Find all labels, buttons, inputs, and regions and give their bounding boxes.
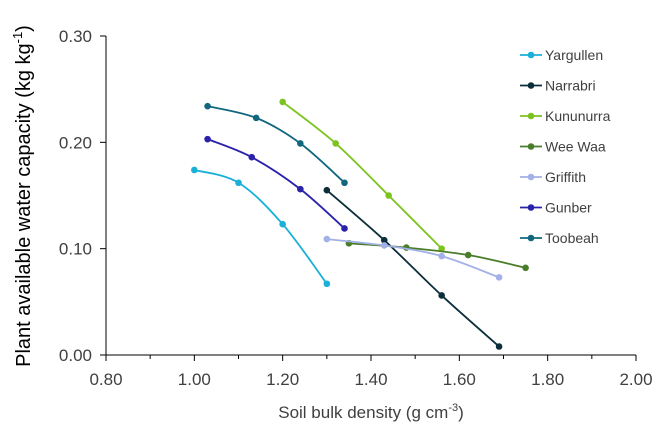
y-axis-label-end: ) bbox=[13, 25, 35, 32]
data-point bbox=[204, 135, 211, 143]
y-tick-label: 0.10 bbox=[59, 240, 92, 259]
legend-marker bbox=[527, 143, 535, 150]
data-point bbox=[522, 264, 529, 272]
x-axis-label-end: ) bbox=[458, 403, 464, 422]
series-yargullen bbox=[191, 166, 331, 288]
x-tick-label: 1.80 bbox=[531, 370, 564, 389]
series-narrabri bbox=[323, 186, 503, 350]
y-axis-label: Plant available water capacity (kg kg-1) bbox=[10, 25, 35, 367]
series-griffith bbox=[323, 235, 503, 281]
series-gunber bbox=[204, 135, 348, 232]
data-point bbox=[323, 235, 331, 243]
x-tick-label: 1.00 bbox=[178, 370, 211, 389]
data-point bbox=[279, 98, 286, 106]
data-point bbox=[252, 114, 260, 122]
data-point bbox=[248, 153, 256, 161]
series-line bbox=[326, 189, 500, 348]
data-point bbox=[235, 179, 242, 187]
legend-item: Griffith bbox=[520, 169, 586, 185]
series-line bbox=[207, 138, 346, 230]
legend: Yargullen Narrabri Kununurra Wee Waa Griffit… bbox=[520, 47, 611, 246]
legend-item: Yargullen bbox=[520, 47, 603, 63]
x-axis-label-sup: -3 bbox=[448, 402, 458, 414]
y-tick-label: 0.30 bbox=[59, 27, 92, 46]
x-tick-label: 1.60 bbox=[443, 370, 476, 389]
legend-label: Narrabri bbox=[545, 78, 596, 94]
data-point bbox=[495, 343, 503, 350]
data-point bbox=[464, 251, 472, 259]
legend-marker bbox=[527, 173, 535, 181]
legend-label: Wee Waa bbox=[545, 139, 606, 155]
legend-item: Narrabri bbox=[520, 78, 596, 94]
data-point bbox=[279, 220, 286, 228]
data-point bbox=[438, 292, 445, 299]
series-line bbox=[207, 105, 346, 184]
legend-label: Kununurra bbox=[545, 108, 611, 124]
data-point bbox=[297, 140, 304, 147]
x-tick-label: 1.20 bbox=[266, 370, 299, 389]
x-tick-label: 1.40 bbox=[354, 370, 387, 389]
legend-item: Kununurra bbox=[520, 108, 611, 124]
legend-marker bbox=[527, 112, 535, 120]
legend-label: Griffith bbox=[545, 169, 586, 185]
series-line bbox=[348, 242, 526, 269]
legend-item: Gunber bbox=[520, 200, 592, 216]
x-tick-label: 0.80 bbox=[89, 370, 122, 389]
data-point bbox=[341, 225, 348, 232]
series-line bbox=[326, 238, 500, 279]
series-line bbox=[282, 101, 443, 250]
legend-marker bbox=[527, 82, 535, 89]
legend-marker bbox=[527, 234, 535, 242]
data-point bbox=[341, 179, 348, 187]
y-tick-label: 0.00 bbox=[59, 346, 92, 365]
y-axis-label-sup: -1 bbox=[10, 32, 25, 44]
data-point bbox=[297, 185, 304, 193]
data-point bbox=[332, 140, 339, 147]
y-axis-label-main: Plant available water capacity (kg kg bbox=[13, 43, 35, 367]
data-point bbox=[323, 186, 331, 194]
data-point bbox=[495, 274, 503, 281]
data-point bbox=[380, 242, 388, 249]
legend-marker bbox=[527, 51, 535, 59]
x-axis-label-main: Soil bulk density (g cm bbox=[278, 403, 448, 422]
axes: 0.80 1.00 1.20 1.40 1.60 1.80 2.00 0.00 0.10 0.20… bbox=[59, 27, 653, 389]
data-point bbox=[191, 166, 198, 174]
data-point bbox=[438, 252, 445, 260]
data-point bbox=[385, 192, 392, 199]
x-tick-label: 2.00 bbox=[619, 370, 652, 389]
legend-item: Wee Waa bbox=[520, 139, 606, 155]
data-point bbox=[323, 280, 331, 288]
y-tick-label: 0.20 bbox=[59, 133, 92, 152]
data-point bbox=[204, 102, 211, 110]
legend-label: Yargullen bbox=[545, 47, 603, 63]
legend-item: Toobeah bbox=[520, 230, 599, 246]
series-toobeah bbox=[204, 102, 348, 187]
legend-marker bbox=[527, 204, 535, 211]
series-line bbox=[194, 169, 328, 285]
x-axis-label: Soil bulk density (g cm-3) bbox=[278, 402, 464, 422]
legend-label: Toobeah bbox=[545, 230, 599, 246]
data-point bbox=[380, 236, 388, 244]
legend-label: Gunber bbox=[545, 200, 592, 216]
series-group bbox=[191, 98, 529, 350]
series-kununurra bbox=[279, 98, 445, 252]
